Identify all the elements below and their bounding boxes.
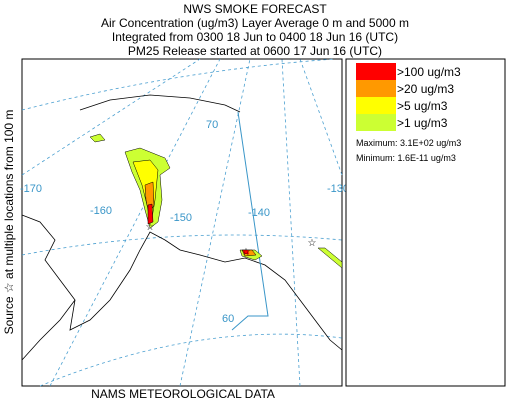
plume (317, 247, 343, 269)
coastline (21, 299, 76, 361)
coastline (21, 214, 343, 351)
grid-label: -160 (90, 205, 112, 217)
grid-label: -130 (327, 183, 349, 195)
grid-label: -150 (170, 212, 192, 224)
border (231, 111, 269, 331)
legend-swatch (356, 80, 396, 97)
grid-label: 70 (206, 119, 218, 131)
footer: NAMS METEOROLOGICAL DATA (91, 387, 275, 401)
graticule (39, 333, 343, 387)
subtitle: PM25 Release started at 0600 17 Jun 16 (… (128, 44, 382, 58)
grid-label: -170 (20, 183, 42, 195)
legend-label: >20 ug/m3 (397, 82, 454, 96)
coastline (79, 94, 241, 113)
graticule (299, 58, 343, 176)
plume (89, 133, 106, 143)
source-marker: ☆ (308, 238, 317, 249)
grid-label: 60 (222, 313, 234, 325)
smoke-plumes: ☆ ☆ ☆ (89, 133, 343, 269)
graticule (49, 58, 221, 387)
subtitle: Air Concentration (ug/m3) Layer Average … (101, 16, 409, 30)
subtitle: Integrated from 0300 18 Jun to 0400 18 J… (112, 30, 398, 44)
legend-swatch (356, 97, 396, 114)
legend-minimum: Minimum: 1.6E-11 ug/m3 (356, 153, 456, 163)
map: ☆ ☆ ☆ -170 -160 -150 -140 -130 70 60 (20, 58, 349, 387)
legend-label: >1 ug/m3 (397, 116, 448, 130)
side-label: Source ☆ at multiple locations from 100 … (2, 110, 16, 335)
graticule (281, 58, 301, 387)
plume (243, 250, 249, 254)
source-marker: ☆ (242, 247, 251, 258)
legend-swatch (356, 114, 396, 131)
grid-label: -140 (248, 207, 270, 219)
legend: Maximum: 3.1E+02 ug/m3 Minimum: 1.6E-11 … (345, 58, 506, 387)
plume (147, 203, 154, 225)
graticule (21, 58, 336, 111)
title: NWS SMOKE FORECAST (183, 2, 327, 16)
legend-maximum: Maximum: 3.1E+02 ug/m3 (356, 138, 461, 148)
legend-label: >5 ug/m3 (397, 99, 448, 113)
legend-label: >100 ug/m3 (397, 65, 461, 79)
source-marker: ☆ (146, 222, 155, 233)
map-frame (21, 58, 343, 387)
legend-swatch (356, 63, 396, 80)
